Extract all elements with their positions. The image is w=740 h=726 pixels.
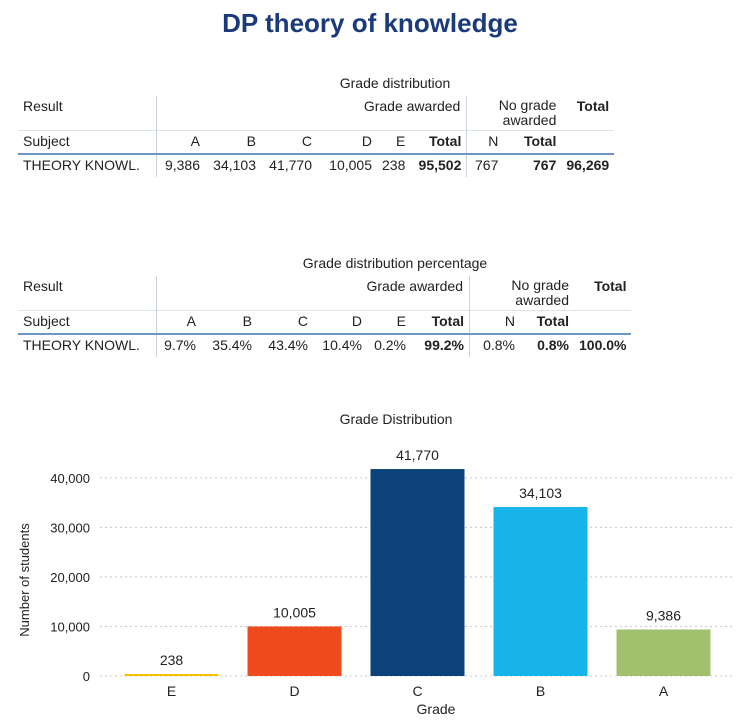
cell-no-grade-total: 767 xyxy=(503,153,562,177)
result-label: Result xyxy=(23,278,63,294)
x-tick-label: D xyxy=(289,683,299,699)
cell-a: 9.7% xyxy=(156,333,201,357)
cell-n: 0.8% xyxy=(469,333,520,357)
cell-a: 9,386 xyxy=(156,153,205,177)
chart-x-axis-label: Grade xyxy=(417,701,456,717)
y-tick-label: 30,000 xyxy=(50,520,90,535)
no-grade-line2: awarded xyxy=(515,292,569,308)
x-tick-label: B xyxy=(536,683,545,699)
col-a-header: A xyxy=(156,310,201,334)
cell-n: 767 xyxy=(466,153,504,177)
col-d-header: D xyxy=(313,310,367,334)
bar-c xyxy=(370,469,465,676)
col-a-header: A xyxy=(156,130,205,154)
no-grade-line2: awarded xyxy=(502,112,557,128)
data-label: 10,005 xyxy=(273,604,316,620)
cell-c: 43.4% xyxy=(257,333,313,357)
bar-a xyxy=(616,629,711,676)
no-grade-line1: No grade xyxy=(511,277,569,293)
chart-y-axis-label: Number of students xyxy=(17,523,32,637)
y-tick-label: 0 xyxy=(83,669,90,684)
no-grade-header: No grade awarded xyxy=(466,96,562,131)
cell-b: 35.4% xyxy=(201,333,257,357)
cell-c: 41,770 xyxy=(261,153,317,177)
x-tick-label: E xyxy=(167,683,176,699)
col-n-header: N xyxy=(466,130,504,154)
chart-title: Grade Distribution xyxy=(340,411,453,427)
result-label: Result xyxy=(23,98,63,114)
x-tick-label: A xyxy=(659,683,669,699)
cell-no-grade-total: 0.8% xyxy=(520,333,574,357)
grade-percentage-table: Result Grade awarded No grade awarded To… xyxy=(18,276,632,357)
x-tick-label: C xyxy=(412,683,422,699)
col-e-header: E xyxy=(377,130,411,154)
subject-label: Subject xyxy=(18,310,157,334)
cell-b: 34,103 xyxy=(205,153,261,177)
cell-e: 0.2% xyxy=(367,333,411,357)
no-grade-header: No grade awarded xyxy=(469,276,574,311)
grade-awarded-header: Grade awarded xyxy=(155,96,467,131)
col-c-header: C xyxy=(257,310,313,334)
y-tick-label: 10,000 xyxy=(50,619,90,634)
col-awarded-total-header: Total xyxy=(411,310,470,334)
subject-label: Subject xyxy=(18,130,157,154)
col-d-header: D xyxy=(317,130,377,154)
col-no-grade-total-header: Total xyxy=(520,310,574,334)
cell-grand-total: 96,269 xyxy=(561,153,615,177)
grade-awarded-header: Grade awarded xyxy=(156,276,470,311)
grade-distribution-table: Result Grade awarded No grade awarded To… xyxy=(18,96,615,177)
bar-d xyxy=(247,626,342,676)
table1-caption: Grade distribution xyxy=(339,75,451,91)
grand-total-header: Total xyxy=(594,278,627,294)
cell-grand-total: 100.0% xyxy=(574,333,632,357)
data-label: 34,103 xyxy=(519,485,562,501)
col-awarded-total-header: Total xyxy=(410,130,467,154)
table2-caption: Grade distribution percentage xyxy=(302,255,488,271)
bar-e xyxy=(124,674,219,676)
col-no-grade-total-header: Total xyxy=(503,130,562,154)
data-label: 238 xyxy=(160,652,184,668)
y-tick-label: 40,000 xyxy=(50,471,90,486)
col-c-header: C xyxy=(261,130,317,154)
y-tick-label: 20,000 xyxy=(50,570,90,585)
cell-d: 10.4% xyxy=(313,333,367,357)
row-subject: THEORY KNOWL. xyxy=(18,333,157,357)
cell-d: 10,005 xyxy=(317,153,377,177)
data-label: 9,386 xyxy=(646,607,681,623)
row-subject: THEORY KNOWL. xyxy=(18,153,157,177)
col-e-header: E xyxy=(367,310,411,334)
col-n-header: N xyxy=(469,310,520,334)
bar-b xyxy=(493,507,588,676)
col-b-header: B xyxy=(205,130,261,154)
col-b-header: B xyxy=(201,310,257,334)
page-title: DP theory of knowledge xyxy=(222,8,518,38)
cell-awarded-total: 99.2% xyxy=(411,333,470,357)
cell-e: 238 xyxy=(377,153,411,177)
data-label: 41,770 xyxy=(396,447,439,463)
cell-awarded-total: 95,502 xyxy=(410,153,467,177)
grade-distribution-chart: Grade Distribution Number of students Gr… xyxy=(0,400,740,721)
grand-total-header: Total xyxy=(576,98,610,114)
no-grade-line1: No grade xyxy=(498,97,557,113)
chart-svg: Grade Distribution Number of students Gr… xyxy=(17,411,735,717)
